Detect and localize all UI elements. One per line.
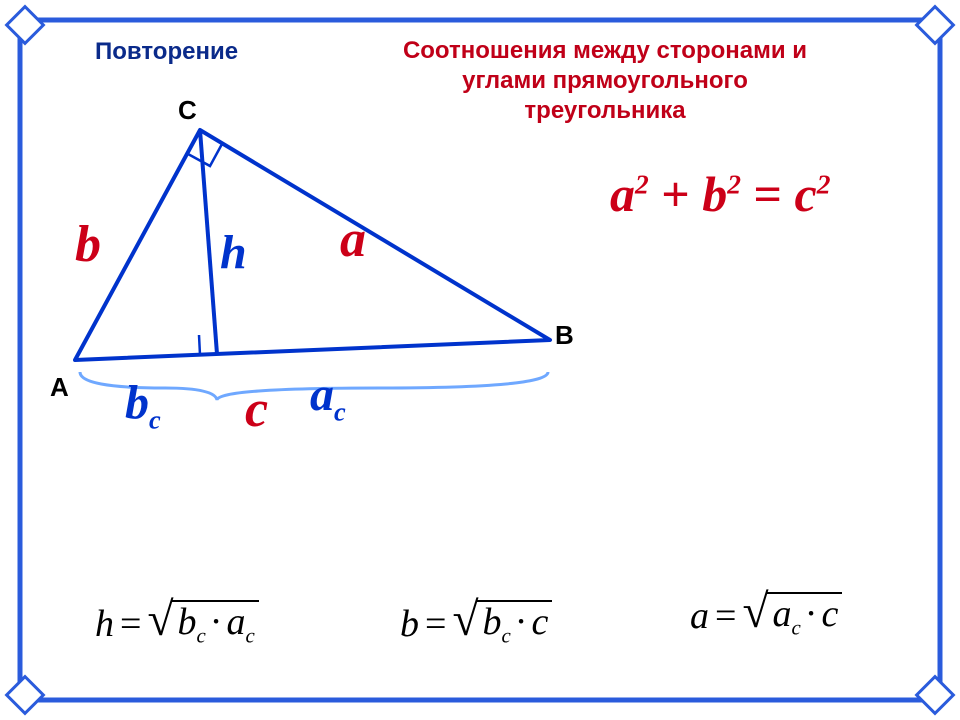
- side-c-label: c: [245, 380, 268, 439]
- formula-a: a = √ ac·c: [690, 592, 842, 640]
- sqrt-icon: √ bc·c: [452, 600, 552, 648]
- altitude-h-label: h: [220, 225, 247, 280]
- side-a-label: a: [340, 210, 366, 269]
- sqrt-icon: √ bc·ac: [147, 600, 258, 648]
- vertex-C: C: [178, 95, 197, 126]
- slide-stage: Повторение Соотношения между сторонами и…: [0, 0, 960, 720]
- segment-ac-label: ac: [310, 367, 346, 428]
- vertex-A: A: [50, 372, 69, 403]
- sqrt-icon: √ ac·c: [742, 592, 842, 640]
- formula-b: b = √ bc·c: [400, 600, 552, 648]
- vertex-B: B: [555, 320, 574, 351]
- formula-h: h = √ bc·ac: [95, 600, 259, 648]
- segment-bc-label: bc: [125, 375, 161, 436]
- pythagoras-formula: a2 + b2 = c2: [610, 165, 830, 223]
- side-b-label: b: [75, 215, 101, 274]
